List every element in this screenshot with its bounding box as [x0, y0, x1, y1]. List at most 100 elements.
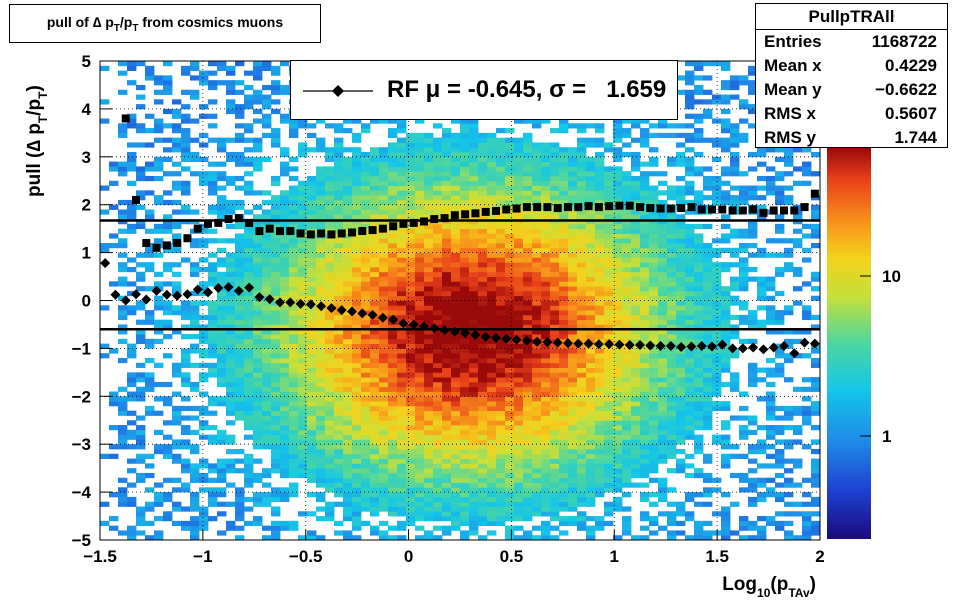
heatmap-cell	[451, 310, 461, 316]
heatmap-cell	[280, 262, 290, 268]
heatmap-cell	[298, 295, 308, 301]
heatmap-cell	[235, 204, 245, 210]
heatmap-cell	[379, 290, 389, 297]
heatmap-cell	[424, 271, 434, 277]
heatmap-cell	[280, 463, 290, 469]
heatmap-cell	[640, 319, 650, 325]
heatmap-cell	[622, 429, 632, 436]
heatmap-cell	[568, 238, 578, 244]
heatmap-cell	[514, 329, 524, 335]
heatmap-cell	[487, 372, 497, 378]
heatmap-cell	[415, 429, 425, 436]
heatmap-cell	[514, 214, 524, 220]
heatmap-cell	[136, 300, 146, 306]
heatmap-cell	[550, 463, 560, 469]
heatmap-cell	[334, 199, 344, 206]
heatmap-cell	[586, 185, 596, 191]
heatmap-cell	[280, 458, 290, 464]
heatmap-cell	[244, 338, 254, 345]
heatmap-cell	[235, 314, 245, 321]
heatmap-cell	[451, 415, 461, 421]
heatmap-cell	[226, 70, 236, 76]
heatmap-cell	[352, 338, 362, 345]
heatmap-cell	[442, 362, 452, 368]
heatmap-cell	[586, 310, 596, 316]
heatmap-cell	[613, 223, 623, 230]
heatmap-cell	[667, 324, 677, 330]
heatmap-cell	[505, 530, 515, 536]
heatmap-cell	[541, 535, 551, 541]
heatmap-cell	[568, 343, 578, 349]
heatmap-cell	[307, 319, 317, 325]
heatmap-cell	[361, 334, 371, 340]
heatmap-cell	[145, 405, 155, 412]
heatmap-cell	[613, 295, 623, 301]
heatmap-cell	[262, 123, 272, 129]
heatmap-cell	[415, 137, 425, 143]
heatmap-cell	[478, 511, 488, 517]
heatmap-cell	[640, 271, 650, 277]
heatmap-cell	[685, 199, 695, 206]
heatmap-cell	[514, 171, 524, 177]
heatmap-cell	[361, 439, 371, 445]
heatmap-cell	[667, 223, 677, 230]
heatmap-cell	[343, 420, 353, 426]
heatmap-cell	[298, 276, 308, 282]
heatmap-cell	[568, 496, 578, 503]
heatmap-cell	[208, 190, 218, 196]
heatmap-cell	[343, 223, 353, 230]
heatmap-cell	[190, 290, 200, 297]
heatmap-cell	[325, 286, 335, 292]
heatmap-cell	[586, 257, 596, 263]
heatmap-cell	[379, 156, 389, 162]
heatmap-cell	[136, 439, 146, 445]
heatmap-cell	[172, 520, 182, 527]
heatmap-cell	[307, 314, 317, 321]
heatmap-cell	[208, 123, 218, 129]
heatmap-cell	[217, 314, 227, 321]
heatmap-cell	[469, 310, 479, 316]
heatmap-cell	[334, 501, 344, 507]
heatmap-cell	[577, 305, 587, 311]
heatmap-cell	[694, 286, 704, 292]
heatmap-cell	[136, 530, 146, 536]
heatmap-cell	[523, 228, 533, 234]
heatmap-cell	[370, 166, 380, 172]
heatmap-cell	[685, 190, 695, 196]
heatmap-cell	[523, 492, 533, 498]
heatmap-cell	[496, 401, 506, 407]
heatmap-cell	[676, 391, 686, 397]
heatmap-cell	[442, 396, 452, 402]
heatmap-cell	[442, 247, 452, 253]
heatmap-cell	[406, 444, 416, 450]
heatmap-cell	[145, 190, 155, 196]
heatmap-cell	[199, 80, 209, 86]
heatmap-cell	[604, 381, 614, 388]
heatmap-cell	[118, 61, 128, 67]
heatmap-cell	[433, 295, 443, 301]
heatmap-cell	[280, 439, 290, 445]
heatmap-cell	[415, 482, 425, 488]
heatmap-cell	[325, 171, 335, 177]
heatmap-cell	[127, 525, 137, 531]
heatmap-cell	[316, 243, 326, 249]
heatmap-cell	[208, 84, 218, 91]
heatmap-cell	[100, 185, 110, 191]
heatmap-cell	[415, 334, 425, 340]
heatmap-cell	[280, 353, 290, 359]
heatmap-cell	[424, 161, 434, 167]
heatmap-cell	[406, 487, 416, 493]
heatmap-cell	[433, 228, 443, 234]
heatmap-cell	[586, 472, 596, 479]
heatmap-cell	[172, 262, 182, 268]
heatmap-cell	[496, 247, 506, 253]
heatmap-cell	[613, 434, 623, 440]
heatmap-cell	[361, 171, 371, 177]
heatmap-cell	[568, 209, 578, 215]
heatmap-cell	[397, 362, 407, 368]
heatmap-cell	[658, 420, 668, 426]
heatmap-cell	[451, 343, 461, 349]
heatmap-cell	[496, 343, 506, 349]
heatmap-cell	[226, 343, 236, 349]
heatmap-cell	[532, 118, 542, 124]
